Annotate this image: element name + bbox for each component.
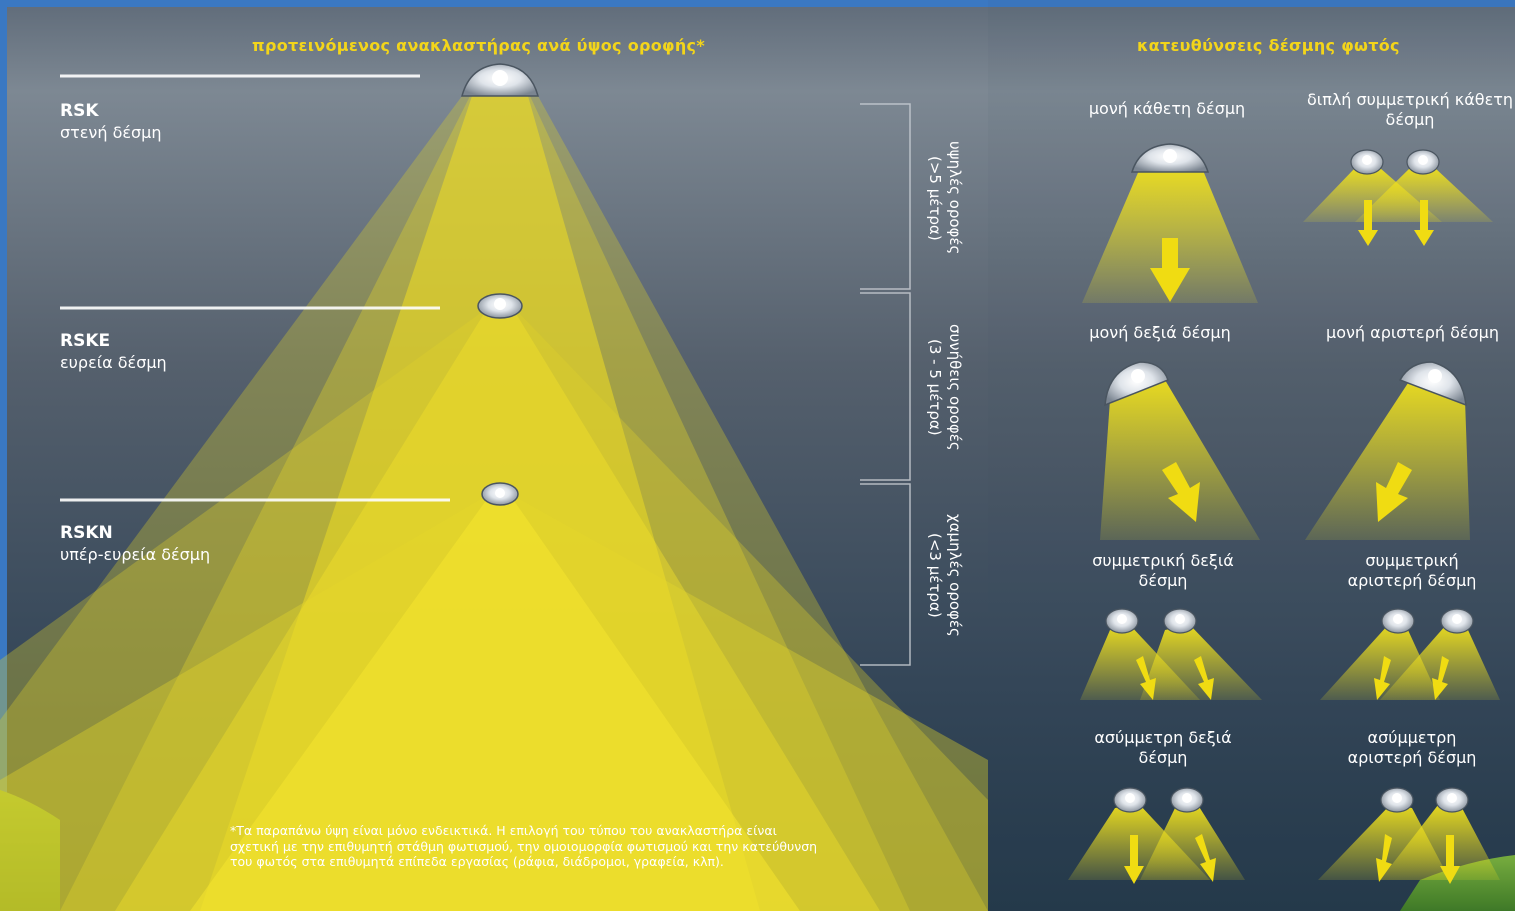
footnote: *Τα παραπάνω ύψη είναι μόνο ενδεικτικά. …: [230, 823, 818, 869]
ceiling-range-low-value: (<3 μέτρα): [926, 532, 944, 618]
lamp-icon: [477, 293, 523, 319]
direction-label-symmetric-right: συμμετρική δεξιά δέσμη: [1092, 551, 1234, 590]
direction-label-symmetric-left: συμμετρική αριστερή δέσμη: [1347, 551, 1477, 590]
direction-label-asymmetric-left: ασύμμετρη αριστερή δέσμη: [1347, 728, 1477, 767]
ceiling-range-normal: συνήθεις οροφές (3 - 5 μέτρα): [925, 300, 965, 475]
reflector-code-rskn: RSKN: [60, 523, 113, 543]
reflector-beam-rske: ευρεία δέσμη: [60, 353, 167, 372]
lamp-icon: [461, 63, 539, 97]
ceiling-range-high-value: (>5 μέτρα): [926, 155, 944, 241]
ceiling-range-normal-value: (3 - 5 μέτρα): [926, 339, 944, 436]
ceiling-range-high-label: υψηλές οροφές: [946, 141, 964, 255]
direction-label-single-vertical: μονή κάθετη δέσμη: [1088, 99, 1246, 118]
left-panel-title: προτεινόμενος ανακλαστήρας ανά ύψος οροφ…: [252, 36, 706, 55]
reflector-code-rsk: RSK: [60, 101, 99, 121]
reflector-beam-rsk: στενή δέσμη: [60, 123, 162, 142]
right-panel-title: κατευθύνσεις δέσμης φωτός: [1137, 36, 1400, 55]
ceiling-range-high: υψηλές οροφές (>5 μέτρα): [925, 118, 965, 278]
reflector-code-rske: RSKE: [60, 331, 111, 351]
direction-label-double-vertical: διπλή συμμετρική κάθετη δέσμη: [1307, 90, 1513, 129]
direction-label-single-right: μονή δεξιά δέσμη: [1089, 323, 1231, 342]
ceiling-range-low: χαμηλές οροφές (<3 μέτρα): [925, 495, 965, 655]
direction-label-asymmetric-right: ασύμμετρη δεξιά δέσμη: [1094, 728, 1232, 767]
direction-label-single-left: μονή αριστερή δέσμη: [1326, 323, 1499, 342]
ceiling-range-normal-label: συνήθεις οροφές: [946, 324, 964, 451]
ceiling-range-low-label: χαμηλές οροφές: [946, 513, 964, 637]
lamp-icon: [481, 482, 519, 506]
reflector-beam-rskn: υπέρ-ευρεία δέσμη: [60, 545, 211, 564]
